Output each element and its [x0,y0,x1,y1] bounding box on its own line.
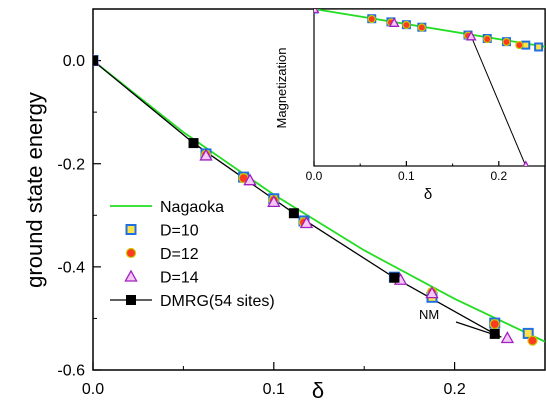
legend-item: DMRG(54 sites) [110,293,275,310]
data-point [425,286,439,299]
legend-item: D=12 [125,246,199,263]
legend-marker [125,247,137,259]
data-point [489,319,500,330]
legend-label: D=10 [160,223,199,240]
legend-label: D=14 [160,270,199,287]
inset-x-axis-label: δ [424,186,432,203]
main-axis-ticks: 0.0 0.1 0.2 0.0 -0.2 -0.4 -0.6 [57,53,465,398]
data-point [267,194,281,207]
x-tick-label: 0.2 [490,169,507,183]
y-tick-label: -0.4 [57,259,85,276]
nm-annotation: NM [419,307,502,338]
data-point [188,138,199,149]
series-line [470,36,527,166]
x-tick-label: 0.0 [306,169,323,183]
data-point [314,9,320,14]
legend-marker [126,295,136,305]
nm-arrowhead [491,330,502,338]
legend-marker [124,269,138,282]
data-point [299,216,314,229]
main-plot-area [93,53,545,346]
data-point [502,37,511,47]
inset-y-axis-label: Magnetization [274,48,289,129]
y-tick-label: -0.6 [57,363,85,380]
data-point [465,30,477,41]
data-point [515,41,524,50]
legend: Nagaoka D=10 D=12 D=14 DMRG(54 sites) [110,199,275,310]
main-x-axis-label: δ [312,378,324,403]
data-point [199,148,213,161]
data-point [500,331,515,344]
legend-marker [125,224,137,235]
series-line [93,59,545,343]
legend-item: D=14 [124,269,199,287]
x-tick-label: 0.0 [82,381,104,398]
data-point [522,160,529,166]
legend-label: DMRG(54 sites) [160,293,275,310]
data-point [93,55,98,66]
data-point [389,272,400,283]
y-tick-label: -0.2 [57,156,85,173]
legend-item: D=10 [125,223,199,240]
main-y-axis-label: ground state energy [22,92,47,288]
data-point [527,335,538,346]
data-point [367,14,376,24]
legend-item: Nagaoka [110,199,224,216]
data-point [388,17,400,27]
nm-label: NM [419,307,439,322]
data-point [288,208,299,219]
data-point [522,327,534,339]
data-point [243,173,257,186]
data-point [402,20,411,30]
legend-label: Nagaoka [160,199,224,216]
data-point [534,42,544,52]
inset-plot-area [314,9,545,166]
data-point [483,35,492,44]
y-tick-label: 0.0 [63,53,85,70]
inset-axis-ticks: 0.0 0.1 0.2 [306,161,507,183]
x-tick-label: 0.2 [443,381,465,398]
x-tick-label: 0.1 [263,381,285,398]
inset-plot-frame [313,8,546,167]
x-tick-label: 0.1 [398,169,415,183]
data-point [417,23,426,32]
legend-label: D=12 [160,246,199,263]
